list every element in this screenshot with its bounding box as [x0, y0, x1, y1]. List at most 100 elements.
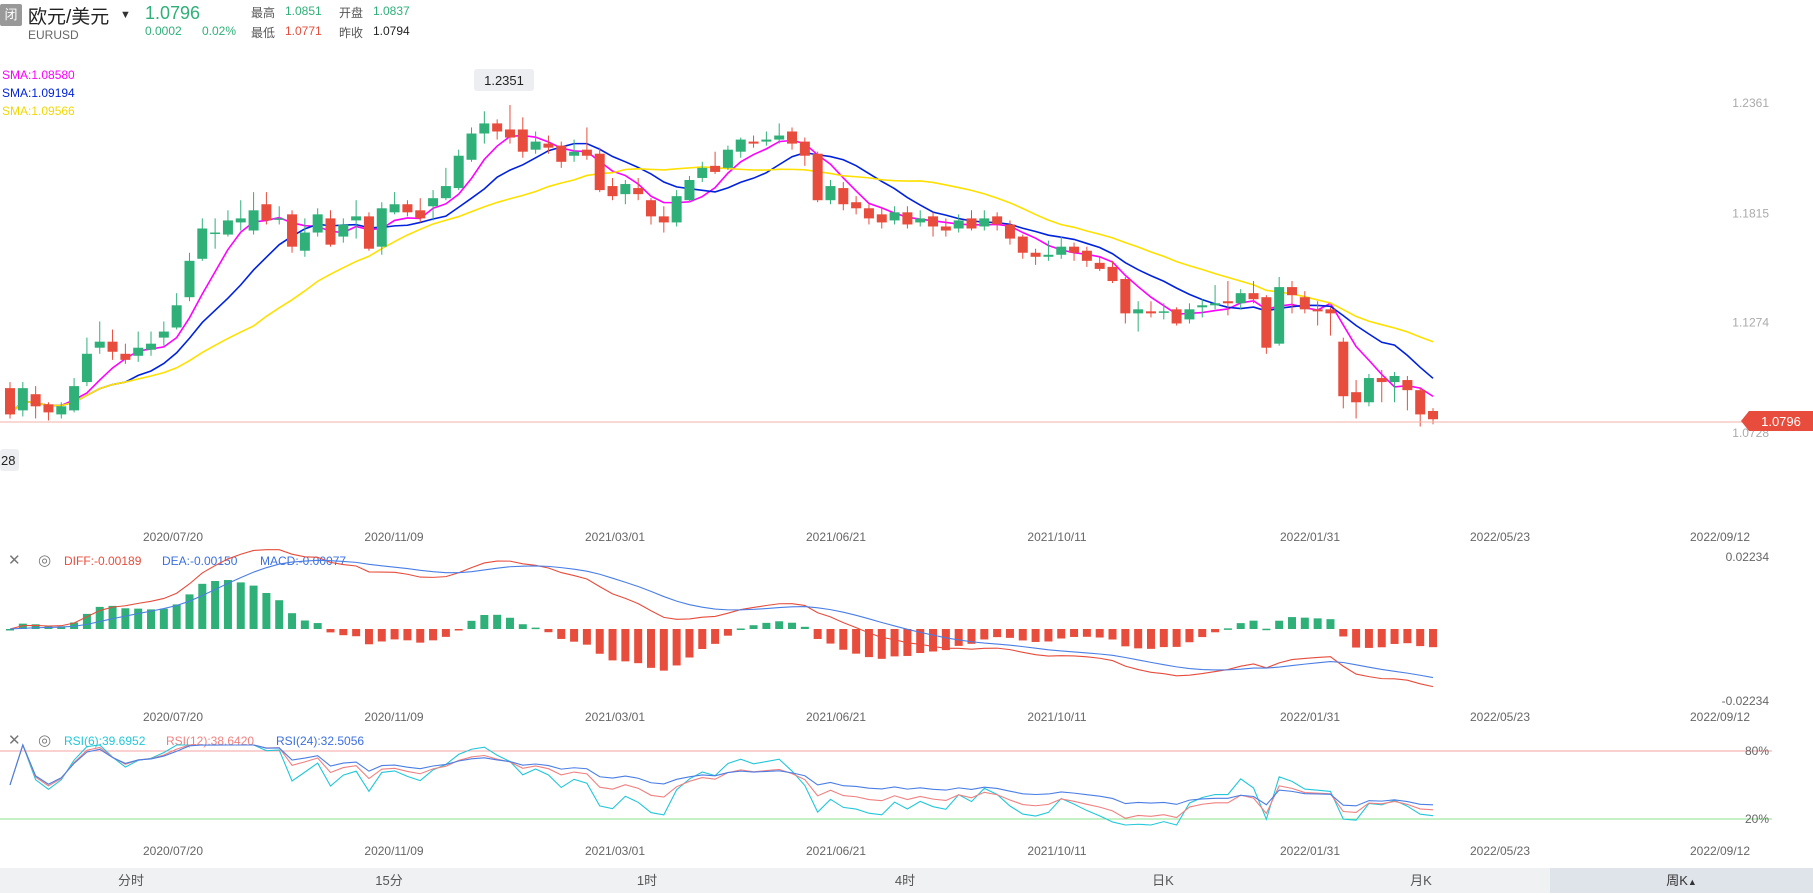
- candle-body: [646, 200, 656, 217]
- candle-body: [299, 232, 310, 251]
- macd-bar: [275, 600, 284, 629]
- candle-body: [594, 153, 605, 191]
- rsi6-line: [9, 743, 1434, 826]
- candle-body: [1107, 266, 1118, 282]
- candle-body: [633, 188, 644, 195]
- caret-up-icon: ▲: [1687, 877, 1697, 887]
- quote-header: 闭 欧元/美元 ▼ EURUSD 1.0796 0.0002 0.02% 最高 …: [0, 0, 1813, 46]
- market-status-badge: 闭: [0, 4, 22, 26]
- macd-bar: [1313, 618, 1322, 629]
- candle-body: [787, 131, 798, 144]
- settings-icon[interactable]: ◎: [38, 732, 52, 749]
- macd-bar: [711, 629, 720, 644]
- macd-bar: [967, 629, 976, 644]
- tab-4hour[interactable]: 4时: [894, 873, 916, 888]
- candle-body: [1428, 410, 1439, 420]
- min-price-callout: 28: [0, 449, 19, 471]
- candle-body: [1043, 254, 1054, 257]
- sma-line-2: [9, 142, 1434, 415]
- macd-chart[interactable]: 0.02234 -0.02234 2020/07/20 2020/11/09 2021/…: [0, 545, 1813, 725]
- candle-body: [710, 165, 721, 172]
- macd-bar: [1185, 629, 1194, 643]
- rsi-y-top-label: 80%: [1745, 744, 1769, 758]
- candle-body: [1261, 297, 1272, 348]
- macd-bar: [954, 629, 963, 646]
- candle-body: [146, 343, 157, 350]
- candle-body: [530, 141, 541, 150]
- x-axis-tick-label: 2021/10/11: [1027, 844, 1086, 858]
- macd-bar: [890, 629, 899, 657]
- macd-bar: [929, 629, 938, 652]
- x-axis-tick-label: 2022/05/23: [1470, 710, 1530, 724]
- candle-body: [17, 388, 28, 411]
- candle-body: [1120, 279, 1131, 314]
- macd-bar: [57, 626, 66, 629]
- candle-body: [184, 260, 195, 298]
- macd-bar: [736, 628, 745, 631]
- macd-bar: [416, 629, 425, 643]
- candle-body: [1094, 262, 1105, 269]
- sma-legend-3: SMA:1.09566: [2, 104, 75, 118]
- macd-bar: [1005, 629, 1014, 638]
- open-value: 1.0837: [373, 4, 410, 18]
- candle-body: [722, 149, 733, 168]
- candle-body: [1287, 287, 1297, 296]
- x-axis-tick-label: 2020/07/20: [143, 844, 203, 858]
- x-axis-tick-label: 2021/06/21: [806, 710, 866, 724]
- macd-bar: [864, 629, 873, 658]
- macd-bar: [1275, 620, 1284, 629]
- settings-icon[interactable]: ◎: [38, 552, 52, 569]
- candle-body: [415, 210, 426, 219]
- macd-bar: [262, 592, 271, 629]
- macd-dea-label: DEA:-0.00150: [162, 554, 238, 568]
- sma-legend-2: SMA:1.09194: [2, 86, 75, 100]
- macd-bar: [1249, 620, 1258, 629]
- candle-body: [928, 216, 939, 227]
- tab-1hour[interactable]: 1时: [636, 873, 658, 888]
- candle-body: [902, 212, 913, 225]
- macd-bar: [339, 629, 348, 636]
- macd-bar: [1082, 629, 1091, 637]
- period-tab-bar: 分时 15分 1时 4时 日K 月K 周K▲: [0, 868, 1813, 893]
- macd-bar: [1159, 629, 1168, 648]
- tab-daily[interactable]: 日K: [1152, 873, 1174, 888]
- macd-bar: [762, 622, 771, 629]
- macd-bar: [429, 629, 438, 641]
- tab-15min[interactable]: 15分: [375, 873, 403, 888]
- x-axis-tick-label: 2022/01/31: [1280, 710, 1340, 724]
- candle-body: [761, 139, 772, 142]
- macd-bar: [326, 629, 335, 633]
- sma-legend-1: SMA:1.08580: [2, 68, 75, 82]
- macd-bar: [582, 629, 591, 645]
- candle-body: [466, 133, 477, 160]
- candle-body: [504, 129, 515, 138]
- min-price-callout-text: 28: [1, 453, 15, 468]
- macd-bar: [1416, 629, 1425, 647]
- tab-intraday[interactable]: 分时: [117, 873, 144, 888]
- macd-bar: [18, 623, 27, 629]
- tab-weekly[interactable]: 周K▲: [1550, 868, 1813, 893]
- candle-body: [133, 347, 144, 356]
- candle-body: [120, 353, 131, 360]
- macd-bar: [211, 581, 220, 629]
- candle-body: [43, 404, 54, 413]
- x-axis-tick-label: 2022/01/31: [1280, 530, 1340, 544]
- macd-dea-line: [9, 559, 1434, 679]
- x-axis-tick-label: 2021/03/01: [585, 844, 645, 858]
- tab-monthly[interactable]: 月K: [1410, 873, 1432, 888]
- sma-line-3: [9, 166, 1434, 415]
- rsi-chart[interactable]: 80% 20% 2020/07/20 2020/11/09 2021/03/01 2021…: [0, 725, 1813, 865]
- macd-bar: [839, 629, 848, 650]
- close-icon[interactable]: ✕: [8, 732, 21, 749]
- macd-bar: [1326, 619, 1335, 629]
- macd-bar: [236, 582, 245, 629]
- close-icon[interactable]: ✕: [8, 552, 21, 569]
- macd-bar: [1070, 629, 1079, 637]
- candle-body: [1069, 246, 1080, 253]
- symbol-name[interactable]: 欧元/美元: [28, 7, 110, 28]
- macd-bar: [249, 585, 258, 629]
- macd-bar: [1390, 629, 1399, 644]
- chevron-down-icon[interactable]: ▼: [120, 9, 131, 21]
- x-axis-tick-label: 2020/11/09: [364, 844, 423, 858]
